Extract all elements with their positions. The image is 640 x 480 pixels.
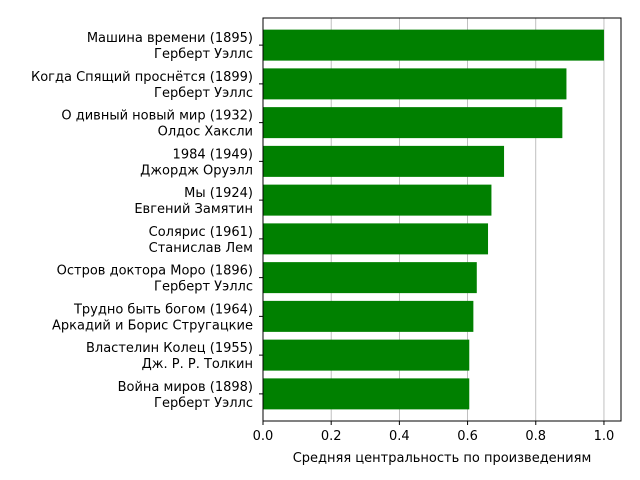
y-tick-label: Властелин Колец (1955): [86, 341, 253, 356]
y-tick-label: Солярис (1961): [149, 225, 253, 240]
bar: [263, 300, 474, 332]
x-tick-label: 0.8: [525, 429, 546, 444]
y-tick-label: Машина времени (1895): [87, 31, 253, 46]
y-tick-label: Аркадий и Борис Стругацкие: [52, 318, 253, 333]
x-tick-label: 0.0: [253, 429, 274, 444]
y-tick-label: Герберт Уэллс: [154, 396, 253, 411]
y-tick-label: Джордж Оруэлл: [140, 163, 253, 178]
x-tick-label: 0.2: [321, 429, 342, 444]
y-tick-label: Герберт Уэллс: [154, 86, 253, 101]
y-tick-label: Дж. Р. Р. Толкин: [142, 357, 253, 372]
bar: [263, 184, 492, 216]
y-tick-label: Станислав Лем: [149, 241, 253, 256]
bar: [263, 68, 567, 100]
x-tick-label: 1.0: [594, 429, 615, 444]
bar: [263, 223, 489, 255]
bar: [263, 378, 470, 410]
y-tick-label: Война миров (1898): [118, 380, 253, 395]
y-tick-label: Герберт Уэллс: [154, 47, 253, 62]
x-tick-label: 0.4: [389, 429, 410, 444]
y-tick-label: О дивный новый мир (1932): [61, 109, 253, 124]
y-tick-label: Герберт Уэллс: [154, 280, 253, 295]
x-axis-ticks: 0.0 0.2 0.4 0.6 0.8 1.0: [253, 421, 615, 444]
y-tick-label: Мы (1924): [184, 186, 253, 201]
y-axis-ticks: Машина времени (1895)Герберт УэллсКогда …: [31, 31, 263, 411]
bar: [263, 145, 505, 177]
bar: [263, 29, 604, 61]
y-tick-label: 1984 (1949): [173, 147, 253, 162]
bar: [263, 107, 563, 139]
y-tick-label: Остров доктора Моро (1896): [57, 264, 253, 279]
y-tick-label: Евгений Замятин: [134, 202, 253, 217]
y-tick-label: Когда Спящий проснётся (1899): [31, 70, 253, 85]
x-tick-label: 0.6: [457, 429, 478, 444]
bars: [263, 29, 604, 410]
y-tick-label: Олдос Хаксли: [158, 125, 253, 140]
x-axis-label: Средняя центральность по произведениям: [293, 451, 592, 466]
bar: [263, 339, 470, 371]
y-tick-label: Трудно быть богом (1964): [73, 302, 253, 317]
plot-frame: [262, 17, 622, 422]
bar: [263, 262, 477, 294]
